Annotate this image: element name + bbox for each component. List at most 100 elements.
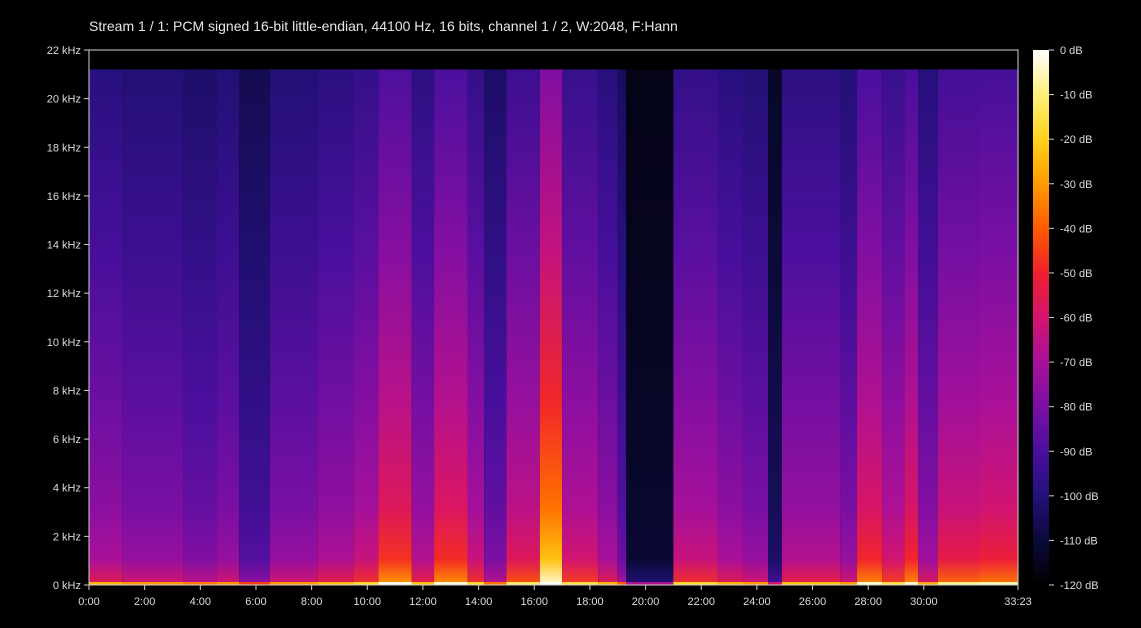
y-tick-label: 20 kHz: [47, 94, 81, 106]
y-tick-label: 8 kHz: [53, 385, 81, 397]
low-frequency-band: [768, 582, 782, 585]
spectrogram-segment: [840, 69, 858, 585]
spectrogram-segment: [882, 69, 905, 585]
x-tick-label: 28:00: [854, 596, 882, 608]
colorbar-tick-label: -40 dB: [1060, 223, 1092, 235]
low-frequency-band: [617, 582, 627, 585]
x-tick-label: 4:00: [190, 596, 211, 608]
x-tick-label: 12:00: [409, 596, 437, 608]
colorbar-tick-label: -100 dB: [1060, 491, 1099, 503]
y-tick-label: 14 kHz: [47, 240, 81, 252]
spectrogram-segment: [979, 69, 1018, 585]
low-frequency-band: [434, 582, 468, 585]
spectrogram-segment: [617, 69, 627, 585]
low-frequency-band: [937, 582, 980, 585]
colorbar-tick-label: -10 dB: [1060, 90, 1092, 102]
colorbar-tick-label: -30 dB: [1060, 179, 1092, 191]
x-tick-label: 26:00: [799, 596, 827, 608]
spectrogram-segment: [904, 69, 919, 585]
colorbar-tick-label: 0 dB: [1060, 45, 1083, 57]
low-frequency-band: [598, 582, 618, 585]
spectrogram-segment: [89, 69, 123, 585]
x-tick-label: 24:00: [743, 596, 771, 608]
y-tick-label: 10 kHz: [47, 337, 81, 349]
spectrogram-segment: [626, 69, 674, 585]
low-frequency-band: [317, 582, 354, 585]
spectrogram-segment: [781, 69, 841, 585]
low-frequency-band: [979, 582, 1018, 585]
spectrogram-segment: [768, 69, 782, 585]
y-tick-label: 12 kHz: [47, 288, 81, 300]
spectrogram-segment: [539, 69, 563, 585]
spectrogram-segment: [742, 69, 769, 585]
low-frequency-band: [269, 582, 318, 585]
spectrogram-segment: [122, 69, 184, 585]
x-tick-label: 6:00: [245, 596, 266, 608]
low-frequency-band: [506, 582, 540, 585]
spectrogram-segment: [918, 69, 938, 585]
low-frequency-band: [89, 582, 123, 585]
spectrogram-segment: [484, 69, 507, 585]
plot-frame: [88, 49, 1019, 586]
x-tick-label: 18:00: [576, 596, 604, 608]
low-frequency-band: [467, 582, 485, 585]
x-tick-label: 8:00: [301, 596, 322, 608]
x-tick-label: 20:00: [632, 596, 660, 608]
x-tick-label: 14:00: [465, 596, 493, 608]
x-tick-label: 2:00: [134, 596, 155, 608]
y-tick-label: 4 kHz: [53, 483, 81, 495]
spectrogram-segment: [937, 69, 980, 585]
colorbar-tick-label: -110 dB: [1060, 535, 1098, 547]
colorbar-tick-label: -20 dB: [1060, 134, 1092, 146]
low-frequency-band: [840, 582, 858, 585]
spectrogram-segment: [217, 69, 240, 585]
colorbar-tick-label: -90 dB: [1060, 446, 1092, 458]
low-frequency-band: [882, 582, 905, 585]
colorbar-tick-label: -60 dB: [1060, 313, 1092, 325]
y-tick-label: 2 kHz: [53, 531, 81, 543]
colorbar-axis: 0 dB -10 dB -20 dB -30 dB -40 dB -50 dB -60 dB…: [1049, 45, 1099, 592]
spectrogram-segment: [506, 69, 540, 585]
low-frequency-band: [673, 582, 718, 585]
low-frequency-floor: [89, 582, 1018, 585]
x-tick-label: 0:00: [78, 596, 99, 608]
y-tick-label: 0 kHz: [53, 580, 81, 592]
spectrogram-segment: [717, 69, 743, 585]
low-frequency-band: [217, 582, 240, 585]
spectrogram-segment: [183, 69, 218, 585]
spectrogram-segment: [353, 69, 379, 585]
colorbar: [1033, 50, 1049, 585]
spectrogram-segment: [411, 69, 435, 585]
low-frequency-band: [626, 582, 674, 585]
x-tick-label: 30:00: [910, 596, 938, 608]
chart-title: Stream 1 / 1: PCM signed 16-bit little-e…: [89, 18, 678, 34]
low-frequency-band: [239, 582, 270, 585]
y-tick-label: 16 kHz: [47, 191, 81, 203]
low-frequency-band: [484, 582, 507, 585]
spectrogram-segments: [89, 69, 1018, 585]
y-tick-label: 18 kHz: [47, 142, 81, 154]
low-frequency-band: [781, 582, 841, 585]
x-tick-label: 33:23: [1004, 596, 1032, 608]
spectrogram-segment: [317, 69, 354, 585]
spectrogram-segment: [378, 69, 412, 585]
spectrogram-segment: [239, 69, 270, 585]
low-frequency-band: [353, 582, 379, 585]
low-frequency-band: [122, 582, 184, 585]
low-frequency-band: [411, 582, 435, 585]
low-frequency-band: [378, 582, 412, 585]
spectrogram-segment: [673, 69, 718, 585]
low-frequency-band: [857, 582, 883, 585]
low-frequency-band: [918, 582, 938, 585]
spectrogram-segment: [467, 69, 485, 585]
spectrogram-segment: [857, 69, 883, 585]
colorbar-tick-label: -70 dB: [1060, 357, 1092, 369]
spectrogram-segment: [562, 69, 599, 585]
spectrogram-segment: [598, 69, 618, 585]
low-frequency-band: [562, 582, 599, 585]
x-tick-label: 22:00: [687, 596, 715, 608]
y-tick-label: 22 kHz: [47, 45, 81, 57]
colorbar-tick-label: -50 dB: [1060, 268, 1092, 280]
spectrogram-segment: [434, 69, 468, 585]
